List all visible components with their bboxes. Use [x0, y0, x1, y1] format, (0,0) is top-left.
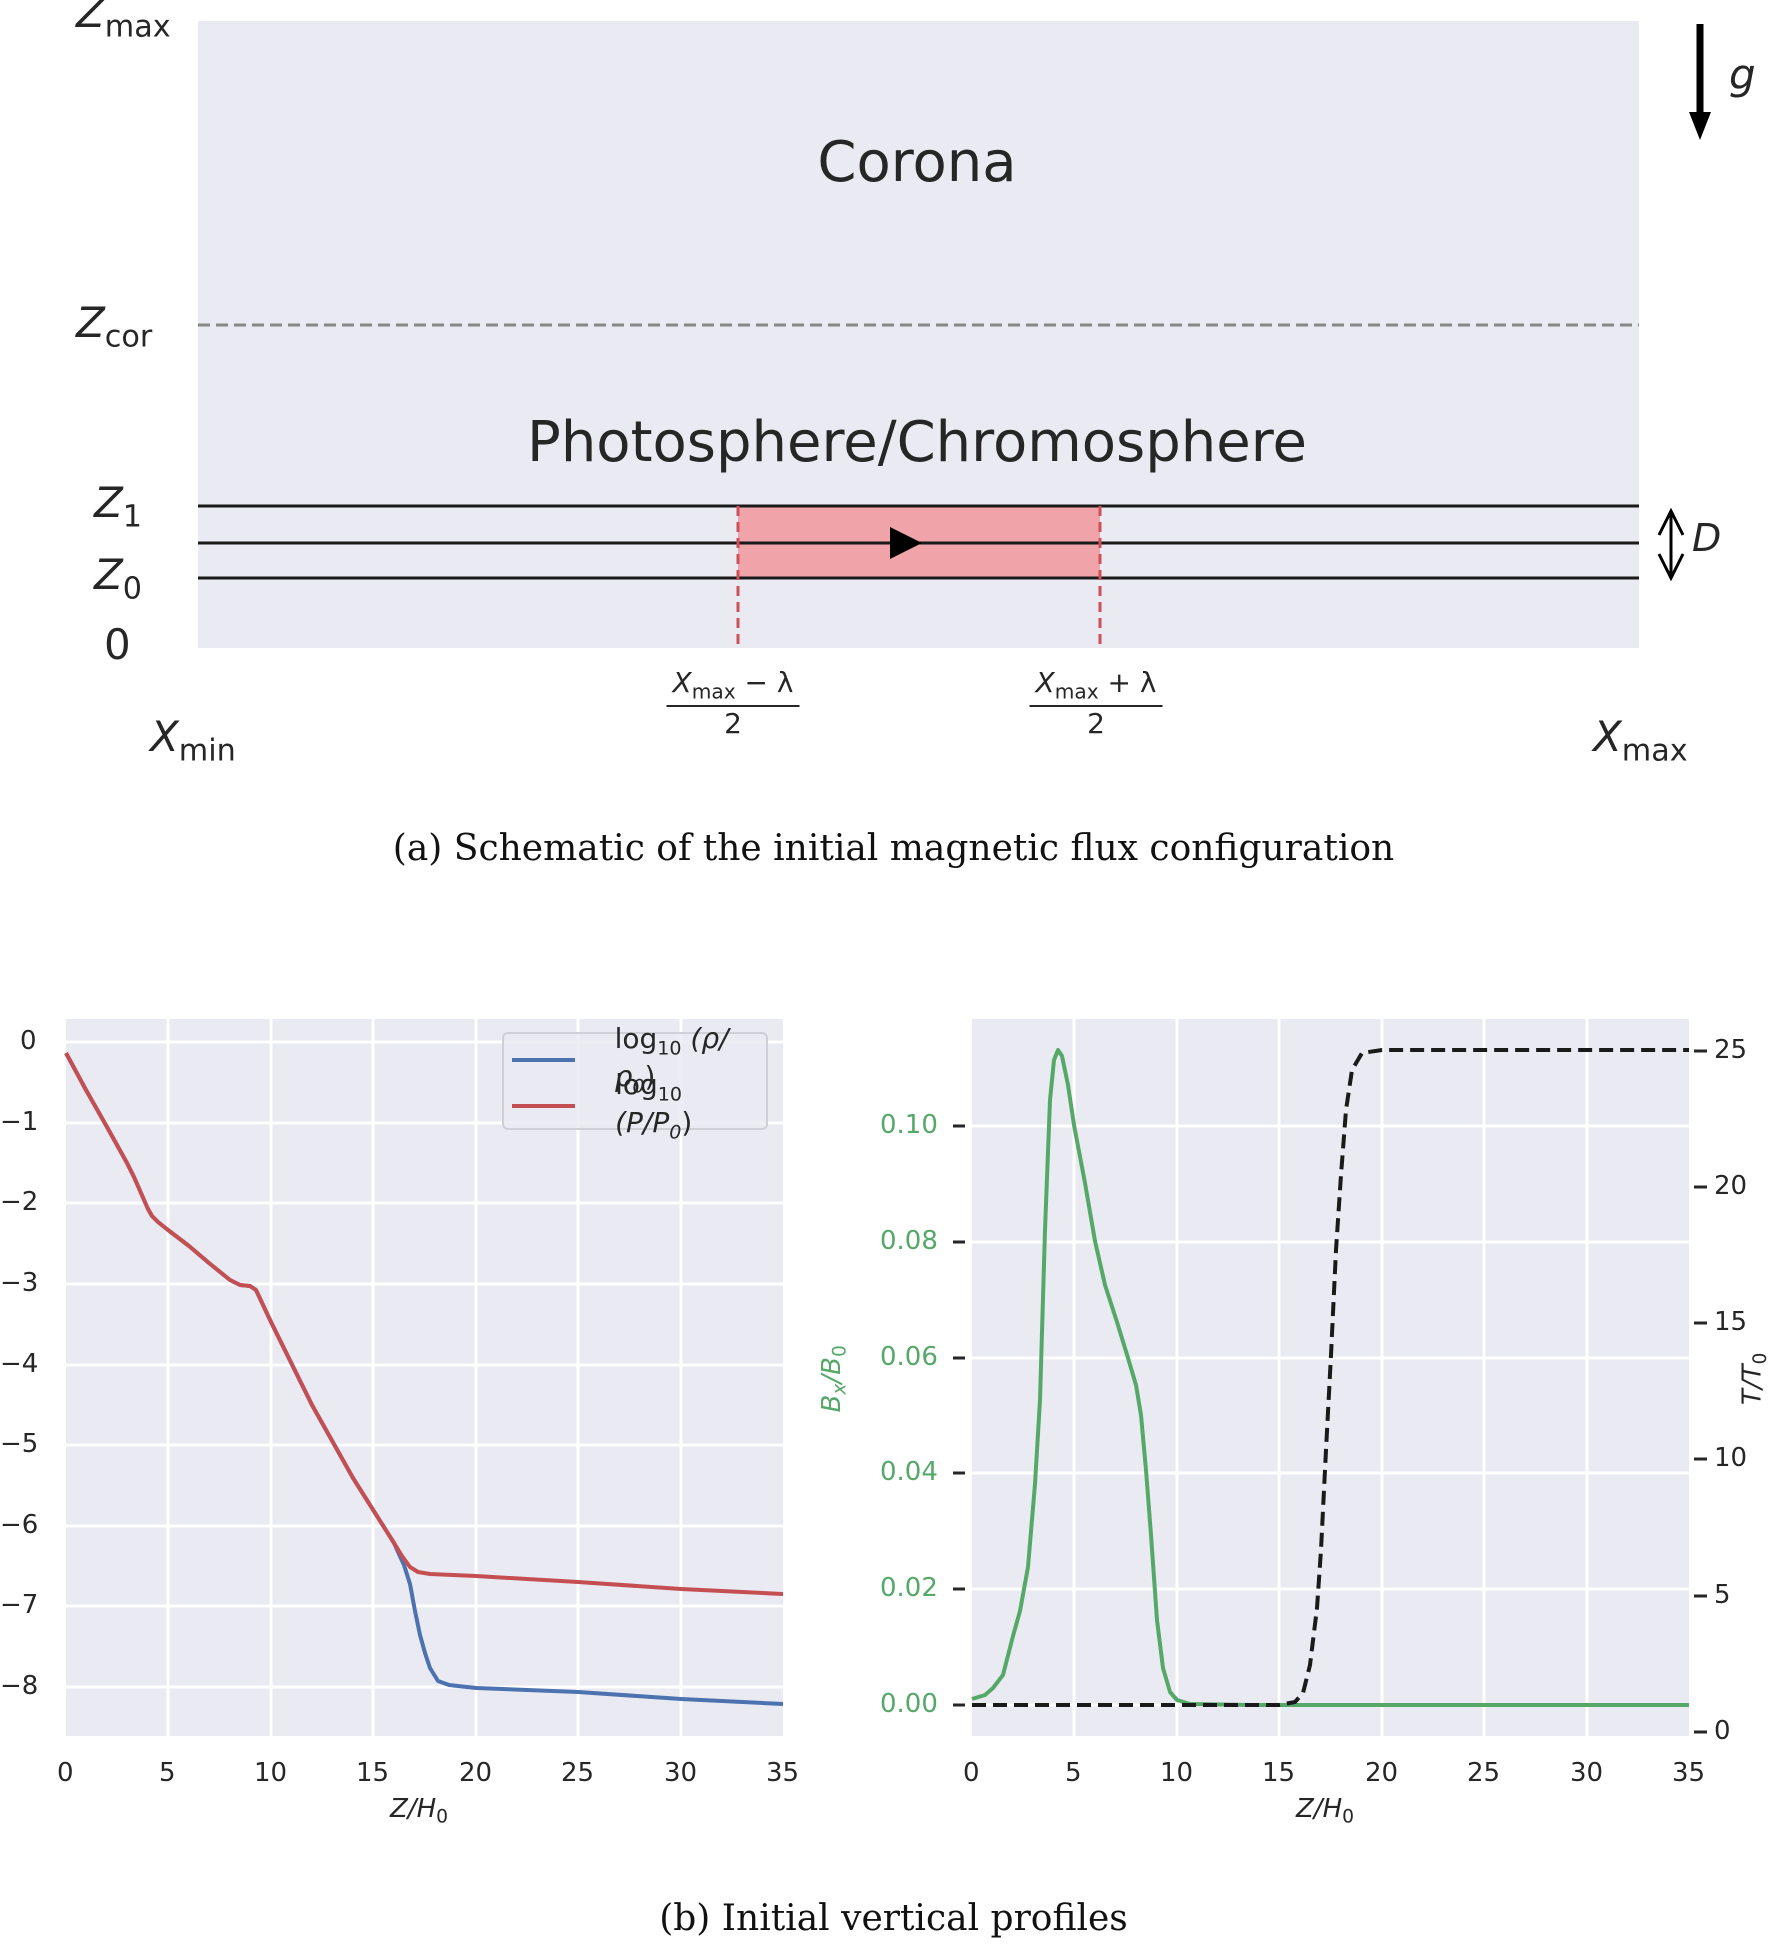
legend-item-pressure: log10 (P/P0) [512, 1068, 766, 1144]
ytick: −5 [0, 1429, 39, 1459]
label-gravity: g [1729, 50, 1756, 99]
ytick: −3 [0, 1268, 39, 1298]
label-thickness: D [1692, 516, 1722, 560]
right-ylabel-right: T/T0 [1737, 1352, 1772, 1406]
ytick-left: 0.06 [880, 1342, 938, 1372]
pressure-curve [64, 1052, 784, 1596]
ytick: 0 [20, 1026, 37, 1056]
legend: log10 (ρ/ρ0) log10 (P/P0) [502, 1022, 768, 1144]
left-plot-area [66, 1019, 783, 1736]
right-xlabel: Z/H0 [1296, 1794, 1355, 1828]
xtick: 15 [1262, 1758, 1296, 1788]
ytick-right: 10 [1714, 1443, 1748, 1473]
field-direction-arrow-icon [890, 527, 922, 559]
xtick: 5 [159, 1758, 176, 1788]
xtick: 25 [561, 1758, 595, 1788]
ytick: −8 [0, 1671, 39, 1701]
ytick: −2 [0, 1187, 39, 1217]
ytick-right: 25 [1714, 1035, 1748, 1065]
xtick: 30 [1570, 1758, 1604, 1788]
xtick: 0 [57, 1758, 74, 1788]
region-corona: Corona [817, 130, 1017, 195]
label-zero: 0 [104, 620, 131, 669]
xtick: 20 [459, 1758, 493, 1788]
ytick-left: 0.02 [880, 1573, 938, 1603]
ytick-right: 0 [1714, 1716, 1731, 1746]
label-xmin: Xmin [150, 712, 236, 769]
xtick: 10 [1160, 1758, 1194, 1788]
temperature-curve [972, 1048, 1689, 1707]
caption-a: (a) Schematic of the initial magnetic fl… [392, 828, 1395, 869]
ytick: −1 [0, 1107, 39, 1137]
right-chart-right-ticks [1694, 1049, 1707, 1734]
profile-chart-right [953, 1019, 1707, 1736]
label-z0: Z0 [94, 550, 143, 607]
ytick: −4 [0, 1349, 39, 1379]
gravity-arrow-icon [1689, 24, 1711, 140]
bx-curve [971, 1048, 1689, 1707]
ytick-left: 0.10 [880, 1110, 938, 1140]
region-photosphere: Photosphere/Chromosphere [527, 410, 1307, 475]
label-z1: Z1 [94, 478, 143, 535]
right-chart-left-ticks [953, 1124, 965, 1707]
ytick: −6 [0, 1510, 39, 1540]
label-zmax: Zmax [76, 0, 171, 45]
legend-label-density: log10 (ρ/ρ0) [614, 1022, 729, 1098]
ytick-right: 15 [1714, 1307, 1748, 1337]
legend-swatch-pressure [512, 1104, 576, 1108]
legend-label-pressure: log10 (P/P0) [615, 1068, 693, 1144]
label-zcor: Zcor [76, 298, 153, 355]
xtick: 20 [1365, 1758, 1399, 1788]
legend-item-density: log10 (ρ/ρ0) [512, 1022, 766, 1098]
xtick: 25 [1467, 1758, 1501, 1788]
xtick: 0 [963, 1758, 980, 1788]
thickness-double-arrow-icon [1657, 507, 1685, 582]
ytick-left: 0.00 [880, 1689, 938, 1719]
fraction-left: Xmax − λ 2 [666, 666, 800, 740]
fraction-right: Xmax + λ 2 [1029, 666, 1163, 740]
xtick: 35 [1672, 1758, 1706, 1788]
legend-swatch-density [512, 1058, 575, 1062]
ytick-left: 0.08 [880, 1226, 938, 1256]
profile-chart-left [64, 1019, 784, 1736]
xtick: 35 [766, 1758, 800, 1788]
caption-b: (b) Initial vertical profiles [659, 1898, 1128, 1939]
label-xmax: Xmax [1593, 712, 1688, 769]
ytick: −7 [0, 1590, 39, 1620]
xtick: 15 [356, 1758, 390, 1788]
xtick: 10 [254, 1758, 288, 1788]
xtick: 5 [1065, 1758, 1082, 1788]
xtick: 30 [664, 1758, 698, 1788]
ytick-left: 0.04 [880, 1457, 938, 1487]
right-ylabel-left: Bx/B0 [816, 1345, 851, 1413]
ytick-right: 20 [1714, 1171, 1748, 1201]
ytick-right: 5 [1714, 1580, 1731, 1610]
left-xlabel: Z/H0 [390, 1794, 449, 1828]
